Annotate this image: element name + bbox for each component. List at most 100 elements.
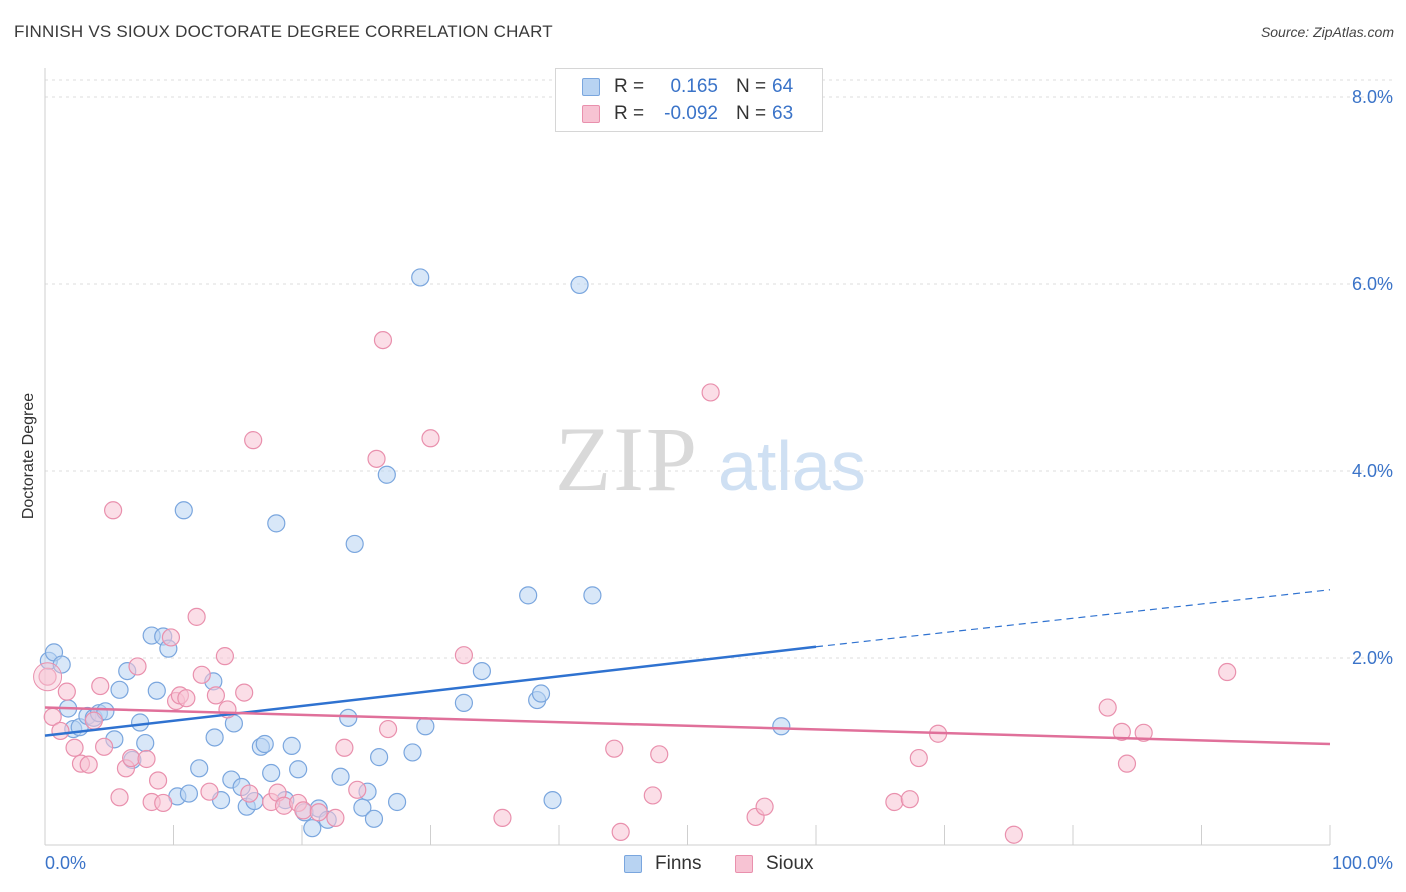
finns-point bbox=[52, 655, 71, 674]
sioux-point bbox=[348, 780, 367, 799]
sioux-point bbox=[1117, 754, 1137, 773]
sioux-point bbox=[900, 790, 919, 809]
finns-point bbox=[472, 661, 491, 681]
sioux-trend-line bbox=[44, 706, 1331, 746]
sioux-point bbox=[65, 738, 84, 757]
y-axis-label: Doctorate Degree bbox=[20, 393, 37, 519]
sioux-point bbox=[187, 607, 206, 626]
legend-r-value: 0.165 bbox=[670, 76, 718, 97]
finns-point bbox=[147, 681, 166, 700]
finns-point bbox=[543, 791, 562, 810]
legend-r-label: R = bbox=[614, 76, 645, 97]
legend-row-sioux: R = -0.092 N = 63 bbox=[556, 101, 822, 127]
sioux-point bbox=[161, 628, 181, 647]
finns-point bbox=[282, 736, 301, 755]
finns-point bbox=[339, 708, 358, 727]
sioux-point bbox=[421, 429, 440, 448]
sioux-point bbox=[1218, 662, 1237, 682]
sioux-point bbox=[200, 782, 219, 801]
sioux-point bbox=[206, 686, 226, 705]
sioux-point bbox=[104, 501, 123, 520]
sioux-point bbox=[885, 792, 904, 812]
finns-point bbox=[454, 693, 474, 712]
sioux-point bbox=[1134, 723, 1153, 742]
sioux-point bbox=[326, 808, 345, 827]
finns-trend-line bbox=[44, 645, 817, 737]
sioux-point bbox=[51, 721, 70, 741]
finns-point bbox=[411, 268, 430, 287]
finns-point bbox=[190, 759, 209, 778]
watermark-atlas: atlas bbox=[718, 427, 866, 505]
sioux-point bbox=[240, 784, 259, 803]
y-tick-label: 2.0% bbox=[1352, 648, 1393, 668]
sioux-point bbox=[148, 771, 168, 790]
stats-legend: R = 0.165 N = 64 R = -0.092 N = 63 bbox=[555, 68, 823, 132]
sioux-point bbox=[91, 676, 110, 696]
sioux-point bbox=[192, 665, 211, 684]
sioux-point bbox=[235, 683, 254, 702]
sioux-point bbox=[177, 689, 196, 708]
sioux-point bbox=[1112, 722, 1131, 741]
sioux-point bbox=[79, 755, 98, 774]
chart-title: FINNISH VS SIOUX DOCTORATE DEGREE CORREL… bbox=[14, 22, 553, 41]
legend-n-label: N = bbox=[736, 103, 767, 124]
legend-r-value: -0.092 bbox=[664, 103, 718, 124]
sioux-point bbox=[294, 801, 313, 820]
finns-point bbox=[370, 748, 389, 767]
y-tick-label: 6.0% bbox=[1352, 274, 1393, 294]
finns-trend-extension bbox=[815, 589, 1331, 648]
finns-point bbox=[583, 586, 602, 605]
legend-r-label: R = bbox=[614, 103, 645, 124]
sioux-point bbox=[95, 737, 114, 756]
watermark: ZIP atlas bbox=[555, 408, 866, 510]
sioux-point bbox=[128, 657, 147, 676]
finns-point bbox=[403, 743, 422, 762]
finns-legend-swatch-icon bbox=[624, 855, 642, 873]
sioux-point bbox=[38, 667, 57, 686]
legend-row-finns: R = 0.165 N = 64 bbox=[556, 74, 822, 100]
finns-point bbox=[519, 586, 538, 605]
finns-point bbox=[570, 275, 589, 295]
sioux-swatch-icon bbox=[582, 105, 600, 123]
sioux-point bbox=[137, 749, 156, 769]
legend-n-label: N = bbox=[736, 76, 767, 97]
gridlines bbox=[45, 79, 1392, 659]
sioux-point bbox=[1004, 825, 1023, 844]
finns-point bbox=[255, 734, 274, 754]
finns-point bbox=[136, 733, 155, 753]
sioux-point bbox=[309, 803, 328, 822]
sioux-point bbox=[454, 646, 474, 665]
sioux-point bbox=[154, 793, 173, 813]
sioux-point bbox=[643, 786, 662, 805]
finns-point bbox=[416, 717, 435, 736]
sioux-point bbox=[1098, 698, 1117, 717]
finns-point bbox=[179, 784, 199, 803]
finns-point bbox=[130, 713, 150, 732]
finns-point bbox=[174, 501, 193, 520]
legend-item-label: Sioux bbox=[766, 853, 814, 874]
finns-point bbox=[205, 728, 224, 747]
finns-point bbox=[772, 717, 791, 736]
sioux-point bbox=[84, 711, 103, 730]
sioux-point bbox=[244, 431, 263, 450]
finns-point bbox=[345, 534, 364, 554]
sioux-point bbox=[57, 682, 76, 701]
sioux-point bbox=[605, 739, 624, 758]
legend-item-label: Finns bbox=[655, 853, 702, 874]
sioux-point bbox=[335, 738, 354, 757]
watermark-zip: ZIP bbox=[555, 408, 699, 510]
finns-swatch-icon bbox=[582, 78, 600, 96]
finns-point bbox=[531, 684, 551, 703]
sioux-point bbox=[367, 449, 386, 468]
sioux-point bbox=[373, 331, 393, 350]
sioux-point bbox=[110, 788, 129, 807]
sioux-point bbox=[121, 748, 141, 768]
sioux-point bbox=[215, 647, 234, 666]
series-legend: Finns Sioux bbox=[0, 852, 1406, 878]
finns-point bbox=[289, 760, 308, 779]
sioux-point bbox=[909, 748, 928, 768]
source-label: Source: ZipAtlas.com bbox=[1260, 24, 1394, 40]
sioux-point bbox=[33, 662, 63, 692]
sioux-point bbox=[650, 745, 669, 764]
